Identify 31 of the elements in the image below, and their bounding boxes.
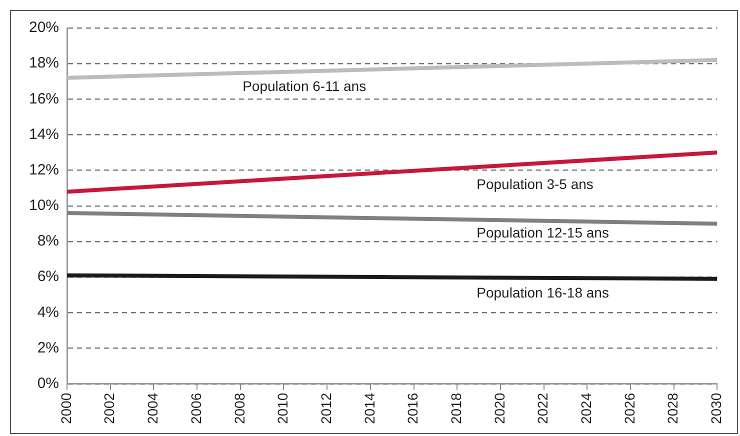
x-tick-label: 2016 (404, 392, 421, 424)
x-tick-label: 2000 (58, 392, 74, 424)
x-tick-label: 2020 (491, 392, 508, 424)
x-tick-label: 2018 (448, 392, 464, 424)
y-tick-label: 0% (37, 374, 60, 392)
y-tick-label: 12% (28, 161, 60, 178)
series-label: Population 12-15 ans (476, 224, 609, 241)
y-tick-label: 8% (37, 232, 60, 250)
x-tick-label: 2010 (274, 392, 291, 424)
y-tick-label: 16% (28, 90, 60, 108)
series-label: Population 6-11 ans (242, 78, 366, 94)
x-tick-label: 2002 (101, 392, 118, 424)
x-tick-label: 2006 (188, 392, 204, 424)
x-tick-label: 2022 (534, 392, 551, 424)
series-label: Population 3-5 ans (476, 176, 594, 192)
x-tick-label: 2004 (144, 392, 161, 424)
y-tick-label: 6% (37, 268, 60, 286)
series-label: Population 16-18 ans (476, 284, 609, 300)
x-tick-label: 2014 (361, 392, 378, 424)
x-tick-label: 2030 (708, 392, 724, 424)
x-tick-label: 2024 (578, 392, 594, 424)
x-tick-label: 2008 (231, 392, 248, 424)
y-tick-label: 10% (28, 197, 60, 214)
y-tick-label: 2% (37, 339, 60, 356)
x-tick-label: 2012 (318, 392, 334, 424)
y-tick-label: 18% (28, 54, 60, 72)
x-tick-label: 2026 (621, 392, 638, 424)
y-tick-label: 14% (28, 126, 60, 143)
y-tick-label: 4% (37, 304, 60, 321)
y-tick-label: 20% (28, 19, 60, 36)
x-tick-label: 2028 (664, 392, 681, 424)
